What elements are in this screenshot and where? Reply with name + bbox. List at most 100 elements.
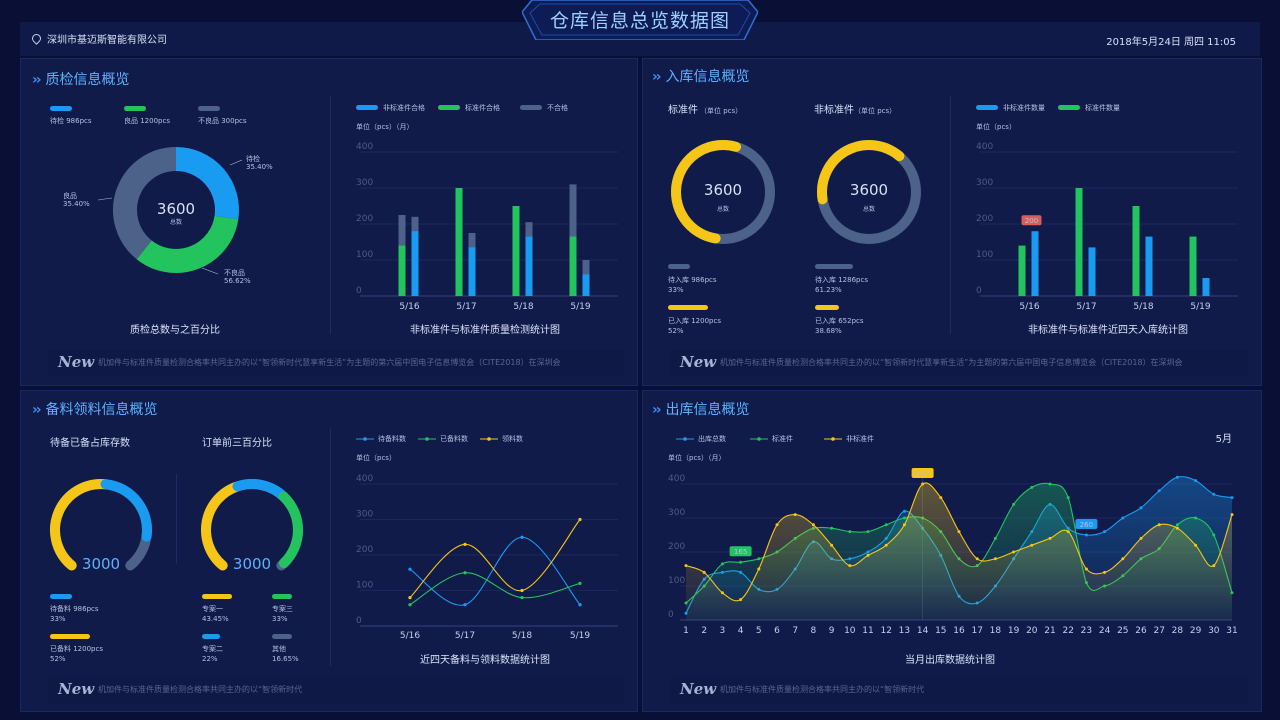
prep-legend-label: 其他	[272, 644, 286, 653]
qc-slice-label-3: 不良品 56.62%	[201, 267, 251, 285]
series-point	[1212, 564, 1216, 568]
x-tick-label: 30	[1208, 626, 1220, 636]
series-point	[975, 557, 979, 561]
x-tick-label: 16	[953, 626, 965, 636]
gauge-progress	[671, 140, 742, 244]
bar-green	[569, 236, 577, 296]
x-tick-label: 5/17	[1076, 302, 1096, 312]
qc-legend-label: 不良品 300pcs	[198, 116, 247, 125]
gauge2-legend-2: 已入库 652pcs	[815, 316, 864, 325]
gauge2-unit: （单位 pcs）	[854, 106, 896, 115]
x-tick-label: 5/16	[400, 631, 420, 641]
x-tick-label: 5/18	[512, 631, 532, 641]
x-tick-label: 23	[1081, 626, 1092, 636]
prep-legend-swatch	[272, 634, 292, 639]
legend-label: 标准件合格	[465, 103, 500, 112]
company-name: 深圳市基迈斯智能有限公司	[30, 31, 167, 46]
series-point	[1175, 523, 1179, 527]
series-point	[1066, 496, 1070, 500]
series-point	[463, 603, 467, 607]
x-tick-label: 5/18	[513, 302, 533, 312]
gauge-segment	[232, 479, 289, 502]
x-tick-label: 6	[774, 626, 780, 636]
divider	[176, 474, 177, 564]
panel-outbound-footer: New 机加件与标准件质量检测合格率共同主办的以“智领新时代	[670, 677, 1248, 703]
series-point	[578, 517, 582, 522]
bar-green	[1132, 206, 1140, 296]
inbound-bar-caption: 非标准件与标准件近四天入库统计图	[1028, 325, 1188, 336]
qc-slice-pct-2: 35.40%	[63, 200, 90, 208]
series-point	[921, 482, 925, 486]
legend-dot	[831, 437, 835, 441]
prep-gauge1-value: 3000	[82, 555, 120, 573]
series-point	[884, 543, 888, 547]
gauge-segment	[50, 479, 111, 571]
legend-dot	[363, 437, 367, 441]
legend-label: 领料数	[502, 434, 523, 443]
y-tick-label: 0	[356, 616, 362, 626]
divider	[330, 96, 331, 334]
footer-note: 机加件与标准件质量检测合格率共同主办的以“智领新时代	[720, 685, 925, 694]
y-tick-label: 300	[356, 178, 373, 188]
legend-label: 标准件	[772, 434, 793, 443]
series-point	[520, 535, 524, 539]
qc-slice-name-3: 不良品	[224, 268, 245, 277]
series-point	[1121, 557, 1125, 561]
x-tick-label: 2	[701, 626, 707, 636]
x-tick-label: 27	[1153, 626, 1164, 636]
value-flag-label: 260	[1080, 521, 1093, 529]
y-tick-label: 400	[668, 474, 685, 484]
qc-slice-label-2: 良品 35.40%	[63, 191, 113, 208]
qc-legend-swatch	[198, 106, 220, 111]
prep-legend-pct: 33%	[272, 615, 288, 623]
series-point	[1048, 536, 1052, 540]
bar-green	[398, 245, 406, 296]
gauge-segment	[100, 479, 152, 542]
series-point	[702, 570, 706, 574]
series-point	[1212, 492, 1216, 496]
gauge2-legend-1-pct: 61.23%	[815, 286, 842, 294]
series-point	[866, 530, 870, 534]
gauge2-legend-2-pct: 38.68%	[815, 327, 842, 335]
page-title: 仓库信息总览数据图	[549, 10, 730, 32]
y-tick-label: 400	[356, 142, 373, 152]
prep-legend-label: 专案一	[202, 604, 223, 613]
legend-label: 非标准件合格	[383, 103, 425, 112]
y-tick-label: 100	[668, 576, 685, 586]
prep-legend-swatch	[50, 634, 90, 639]
gauge2-total-label: 总数	[863, 205, 875, 213]
gauge1-legend-2-pct: 52%	[668, 327, 684, 335]
chevron-right-icon: ››	[652, 69, 661, 85]
legend-label: 待备料数	[378, 434, 406, 443]
y-tick-label: 300	[976, 178, 993, 188]
prep-gauges: 待备已备占库存数 订单前三百分比 3000 3000 待备料 986pcs 33%…	[50, 436, 303, 663]
series-point	[739, 560, 743, 564]
new-logo: New	[680, 680, 717, 698]
x-tick-label: 9	[829, 626, 835, 636]
x-tick-label: 5/16	[1019, 302, 1039, 312]
series-point	[1139, 506, 1143, 510]
y-tick-label: 200	[356, 545, 373, 555]
x-tick-label: 4	[738, 626, 744, 636]
series-point	[957, 530, 961, 534]
gauge2-title: 非标准件	[814, 104, 854, 116]
bar-blue	[1145, 236, 1153, 296]
header-datetime: 2018年5月24日 周四 11:05	[1106, 37, 1236, 48]
series-point	[1084, 567, 1088, 571]
series-point	[811, 523, 815, 527]
x-tick-label: 13	[899, 626, 910, 636]
gauge2-legend-1: 待入库 1286pcs	[815, 275, 868, 284]
series-point	[408, 603, 412, 607]
series-point	[1175, 526, 1179, 530]
prep-legend-label: 专案二	[202, 644, 223, 653]
legend-swatch	[356, 105, 378, 110]
series-point	[1103, 530, 1107, 534]
qc-legend-swatch	[50, 106, 72, 111]
series-point	[520, 588, 524, 593]
legend-label: 非标准件数量	[1003, 103, 1045, 112]
gauge1-legend-swatch-1	[668, 264, 690, 269]
prep-legend-swatch	[202, 634, 220, 639]
